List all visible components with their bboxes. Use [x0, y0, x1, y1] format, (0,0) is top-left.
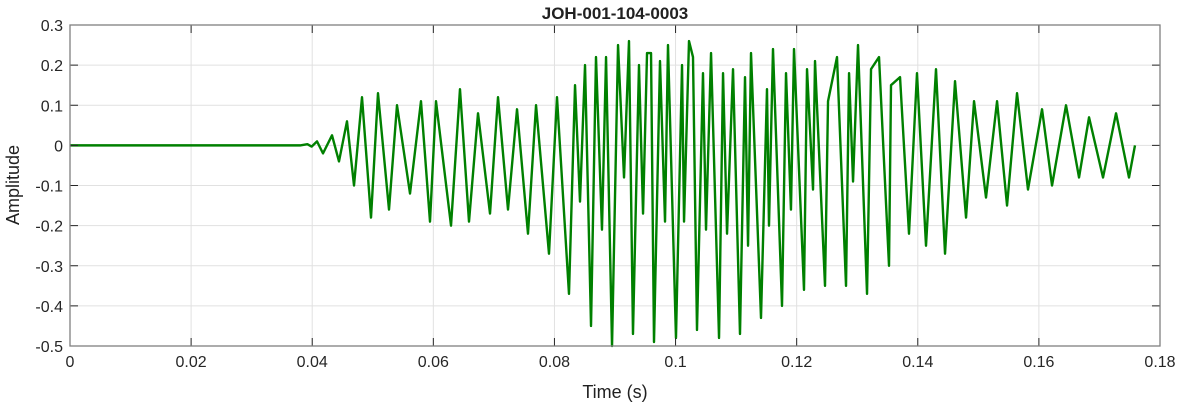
x-tick-label: 0.16: [1023, 354, 1054, 371]
waveform-line: [70, 39, 1137, 348]
chart-title: JOH-001-104-0003: [542, 4, 688, 23]
x-tick-label: 0.1: [664, 354, 686, 371]
x-tick-label: 0: [66, 354, 75, 371]
x-tick-label: 0.06: [418, 354, 449, 371]
x-tick-label: 0.12: [781, 354, 812, 371]
x-tick-label: 0.18: [1144, 354, 1175, 371]
y-tick-label: -0.4: [35, 299, 63, 316]
y-tick-label: -0.5: [35, 339, 63, 356]
x-tick-label: 0.02: [176, 354, 207, 371]
y-tick-label: -0.3: [35, 259, 63, 276]
y-tick-label: -0.2: [35, 219, 63, 236]
x-axis-label: Time (s): [582, 382, 647, 402]
x-tick-label: 0.08: [539, 354, 570, 371]
y-tick-label: 0.1: [41, 98, 63, 115]
y-axis-label: Amplitude: [3, 145, 23, 225]
x-tick-label: 0.14: [902, 354, 933, 371]
y-tick-label: 0.2: [41, 58, 63, 75]
plot-area: [70, 39, 1137, 348]
y-tick-label: -0.1: [35, 179, 63, 196]
y-tick-label: 0.3: [41, 18, 63, 35]
y-tick-label: 0: [54, 138, 63, 155]
axes: 0 0.02 0.04 0.06 0.08 0.1 0.12 0.14 0.16 0.18 -0.5…: [35, 18, 1175, 371]
x-tick-label: 0.04: [297, 354, 328, 371]
axes-box: [69, 24, 1161, 347]
